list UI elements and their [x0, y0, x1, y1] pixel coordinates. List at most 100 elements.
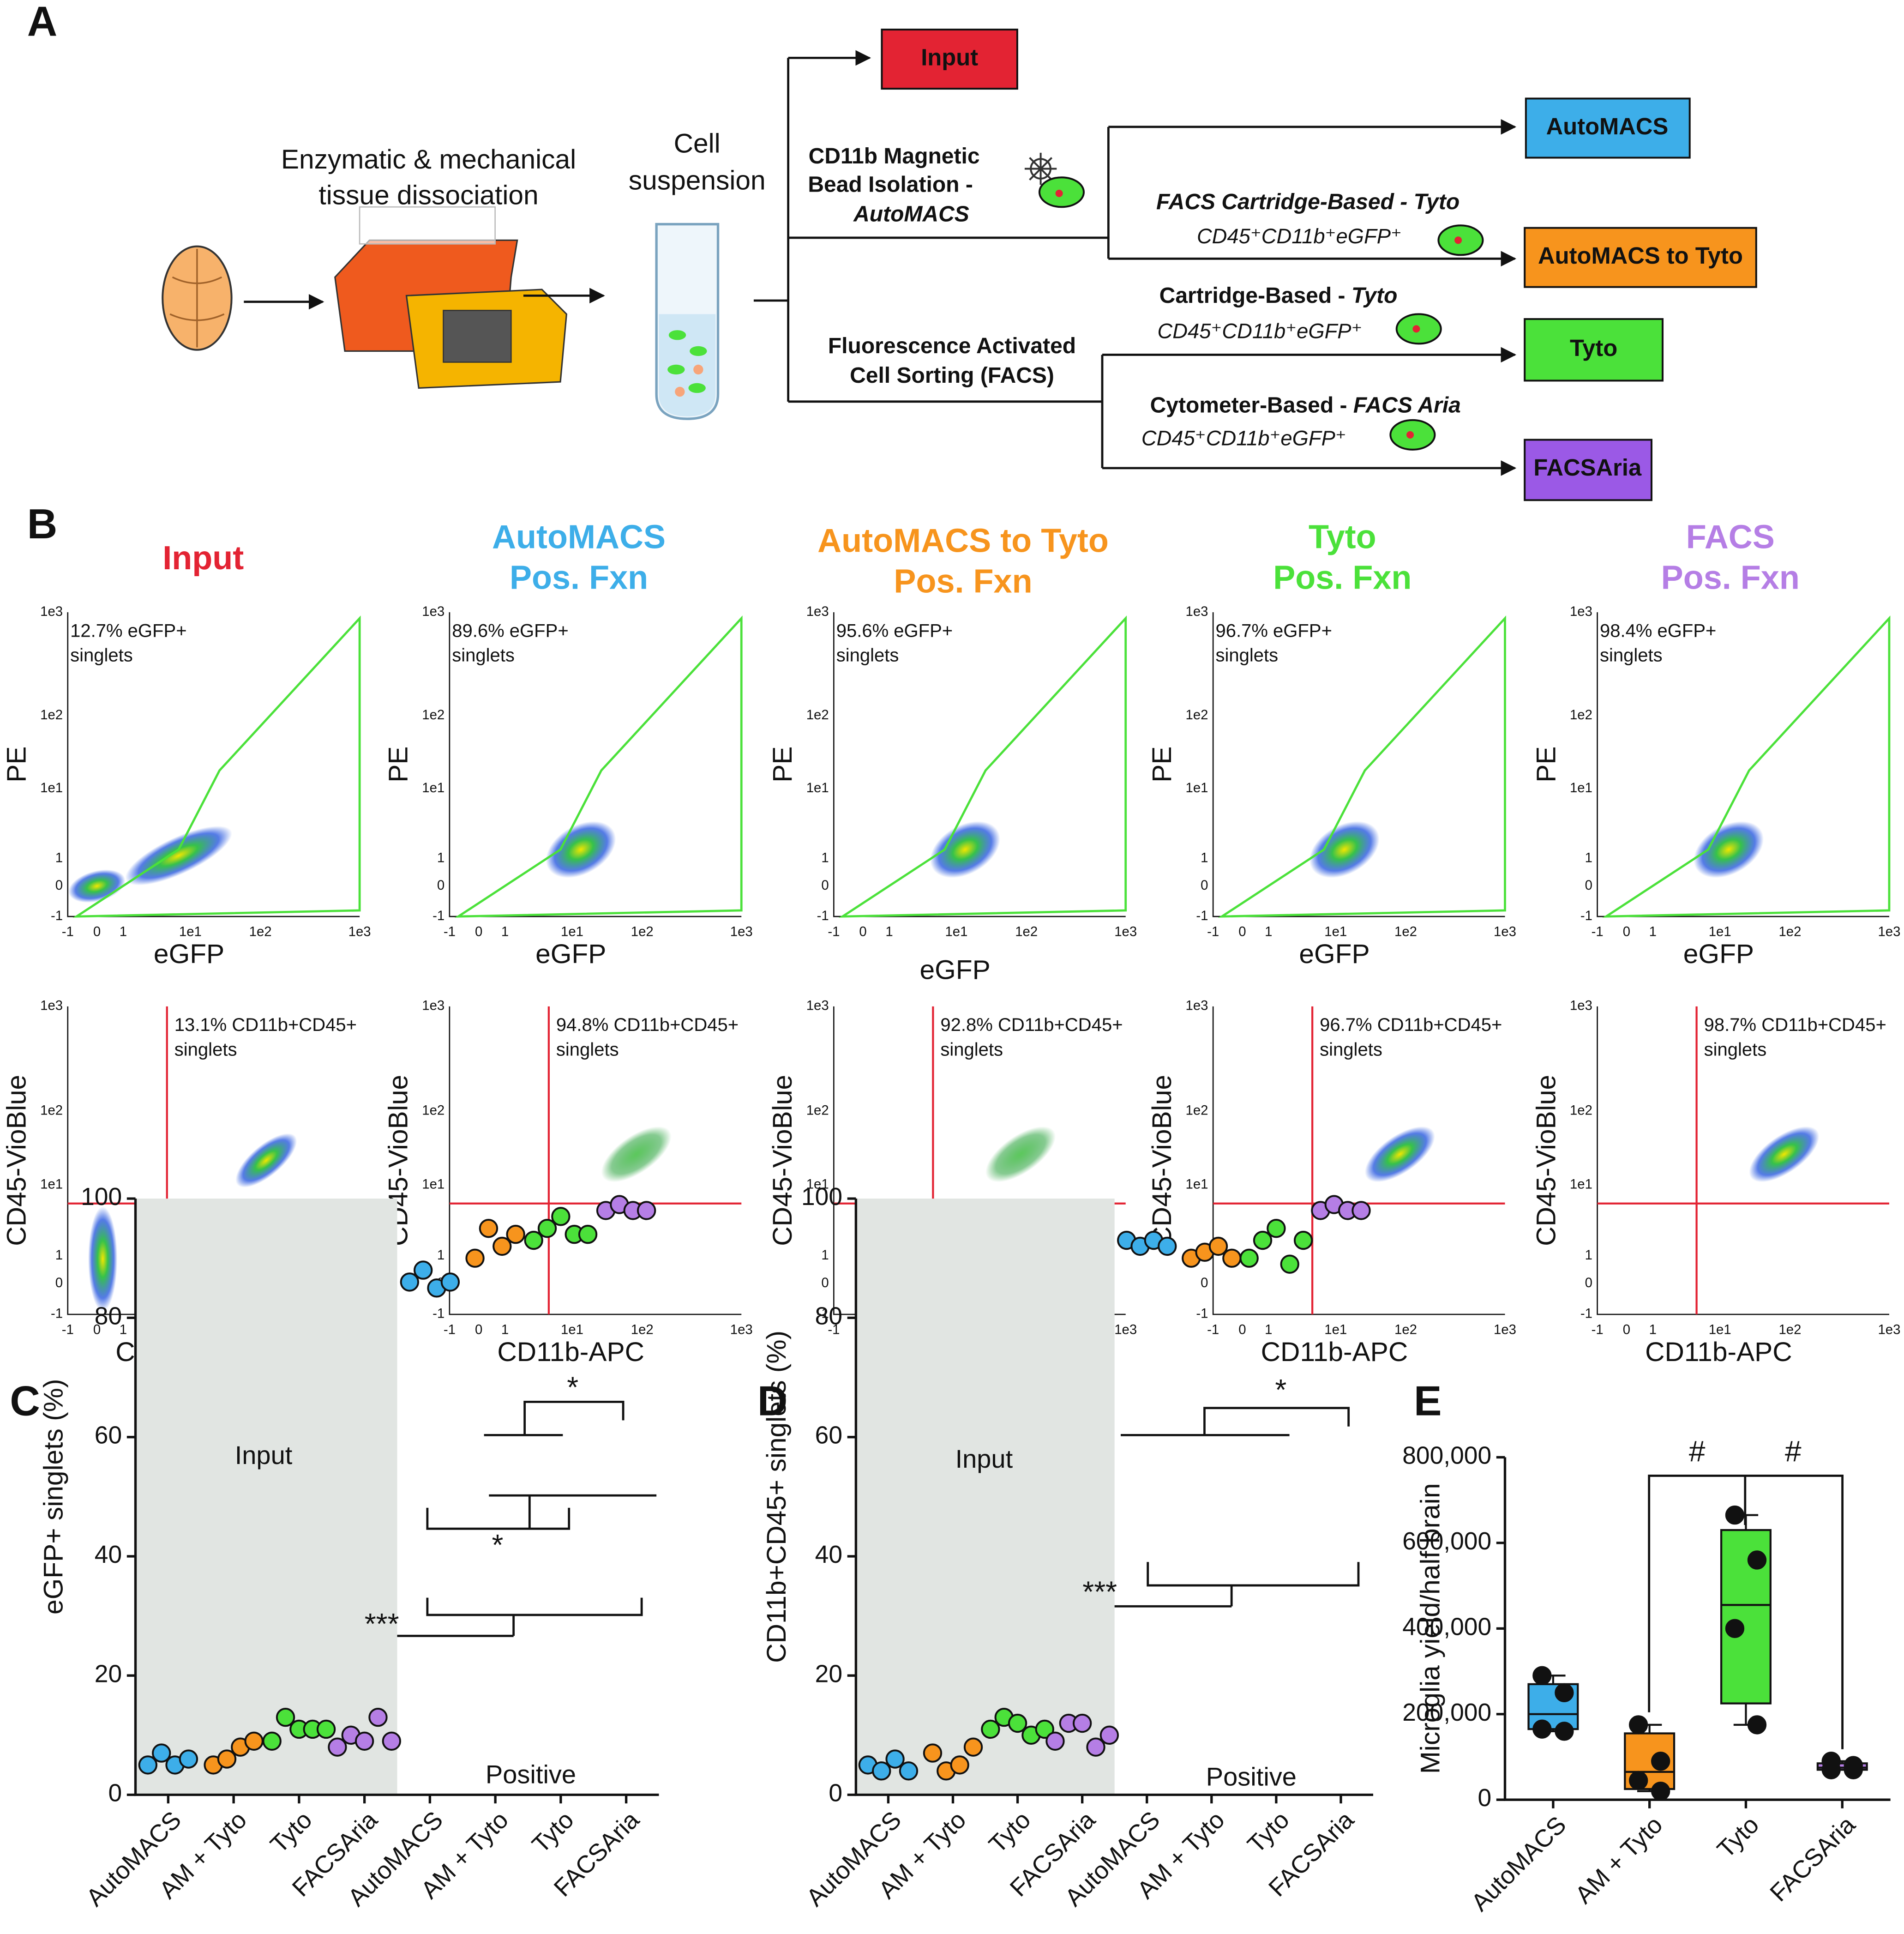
- y-tick-label: -1: [1196, 1306, 1208, 1321]
- data-point: [1267, 1219, 1286, 1238]
- flow-plot: -1-1 0 0 1 1 1e1 1e1 1e2 1e2 1e3 1e3 98.4% eGFP+ sin…: [1531, 604, 1900, 969]
- gate-label: singlets: [940, 1040, 1003, 1060]
- y-axis-label: CD45-VioBlue: [768, 1075, 798, 1246]
- x-tick-label: 1e1: [561, 1322, 583, 1337]
- data-point: [637, 1201, 656, 1220]
- dissociator-icon: [334, 206, 568, 389]
- quadrant-gate: [449, 1006, 742, 1314]
- y-axis-label: PE: [1531, 746, 1561, 782]
- axis-line: [1597, 1006, 1889, 1315]
- data-point: [872, 1761, 891, 1781]
- gate-label: singlets: [1704, 1040, 1767, 1060]
- data-point: [1747, 1715, 1767, 1735]
- data-point: [981, 1719, 1000, 1739]
- y-tick-label: 1e2: [1570, 707, 1592, 723]
- x-tick-label: 1e1: [1324, 924, 1347, 940]
- method-label: Bead Isolation -: [808, 173, 973, 197]
- y-tick-label: 0: [1585, 1275, 1592, 1290]
- data-point: [1651, 1752, 1670, 1771]
- method-text: Tyto: [1351, 283, 1398, 308]
- region-label: Positive: [1206, 1762, 1297, 1791]
- data-point: [551, 1207, 571, 1226]
- x-axis-label: CD11b-APC: [1261, 1337, 1408, 1367]
- method-label: AutoMACS: [853, 202, 969, 227]
- data-point: [537, 1219, 557, 1238]
- method-label: Cartridge-Based - Tyto: [1159, 283, 1398, 308]
- y-tick-label: 1: [55, 1247, 63, 1263]
- x-tick-label: Tyto: [527, 1806, 579, 1858]
- x-tick-label: 1e1: [561, 924, 583, 940]
- x-tick-label: 1e1: [1709, 924, 1731, 940]
- method-label: Cytometer-Based - FACS Aria: [1150, 393, 1461, 417]
- x-tick-label: Tyto: [265, 1806, 318, 1858]
- y-tick-label: 40: [95, 1541, 122, 1568]
- axis-line: [1212, 612, 1505, 917]
- x-axis-label: eGFP: [154, 939, 224, 969]
- quadrant-gate: [1597, 1006, 1889, 1314]
- y-tick-label: 60: [95, 1422, 122, 1449]
- method-label: CD11b Magnetic: [809, 144, 980, 169]
- input-region: [135, 1199, 397, 1795]
- connector: [788, 355, 1104, 468]
- axis-line: [67, 612, 360, 917]
- connector: [753, 58, 790, 402]
- data-point: [1532, 1666, 1552, 1685]
- y-tick-label: 0: [55, 1275, 63, 1290]
- x-tick-label: -1: [828, 924, 840, 940]
- output-label: AutoMACS: [1546, 113, 1669, 139]
- gate: [454, 615, 743, 918]
- significance-label: ***: [365, 1607, 399, 1640]
- significance-label: ***: [1082, 1575, 1117, 1609]
- y-tick-label: 0: [1478, 1784, 1491, 1812]
- chart: 0 200,000 400,000 600,000 800,000 Microglia y…: [1402, 1434, 1891, 1916]
- y-tick-label: 1: [1585, 850, 1592, 866]
- data-point: [1280, 1254, 1299, 1274]
- x-tick-label: 1e2: [1015, 924, 1038, 940]
- plot-title: Input: [162, 540, 244, 577]
- density-cloud: [930, 821, 1000, 878]
- data-point: [138, 1755, 158, 1775]
- marker-label: CD45⁺CD11b⁺eGFP⁺: [1197, 224, 1402, 248]
- y-tick-label: 1e2: [806, 1103, 829, 1118]
- y-tick-label: 1e2: [806, 707, 829, 723]
- density-cloud: [546, 821, 616, 878]
- y-tick-label: 0: [1201, 1275, 1208, 1290]
- gate-label: 12.7% eGFP+: [70, 621, 186, 641]
- significance-label: *: [1275, 1373, 1286, 1406]
- whisker: [1541, 1675, 1566, 1732]
- x-tick-label: 0: [475, 1322, 482, 1337]
- step-label: Enzymatic & mechanical: [281, 145, 576, 175]
- y-tick-label: 1: [821, 1247, 829, 1263]
- plot-title: AutoMACS to Tyto: [817, 523, 1109, 560]
- axis-line: [449, 1006, 742, 1315]
- y-tick-label: -1: [51, 1306, 63, 1321]
- data-point: [899, 1761, 919, 1781]
- y-tick-label: 1e3: [422, 604, 444, 619]
- data-point: [1035, 1719, 1054, 1739]
- y-axis-label: CD45-VioBlue: [2, 1075, 32, 1246]
- data-point: [1158, 1236, 1177, 1256]
- y-tick-label: -1: [1196, 908, 1208, 923]
- flow-plot: -1-100111e11e11e21e21e31e394.8% CD11b+CD…: [384, 998, 753, 1367]
- y-tick-label: 1e2: [1570, 1103, 1592, 1118]
- y-tick-label: 0: [829, 1780, 842, 1807]
- x-axis-label: CD11b-APC: [1645, 1337, 1792, 1367]
- density-cloud: [1364, 1126, 1435, 1182]
- y-axis-label: CD45-VioBlue: [1147, 1075, 1177, 1246]
- x-tick-label: 1e3: [348, 924, 371, 940]
- y-tick-label: 1e1: [422, 1177, 444, 1192]
- gate-label: 98.4% eGFP+: [1600, 621, 1716, 641]
- data-point: [152, 1743, 171, 1763]
- x-tick-label: -1: [444, 1322, 456, 1337]
- gate-label: singlets: [70, 645, 133, 666]
- x-tick-label: 1e2: [1778, 1322, 1801, 1337]
- y-axis-label: PE: [1147, 746, 1177, 782]
- data-point: [524, 1230, 543, 1250]
- data-point: [963, 1737, 983, 1757]
- y-tick-label: 1e3: [1570, 604, 1592, 619]
- significance-label: #: [1785, 1434, 1802, 1468]
- data-point: [1747, 1550, 1767, 1570]
- gate-label: 95.6% eGFP+: [836, 621, 953, 641]
- y-tick-label: 1: [821, 850, 829, 866]
- data-point: [368, 1707, 388, 1727]
